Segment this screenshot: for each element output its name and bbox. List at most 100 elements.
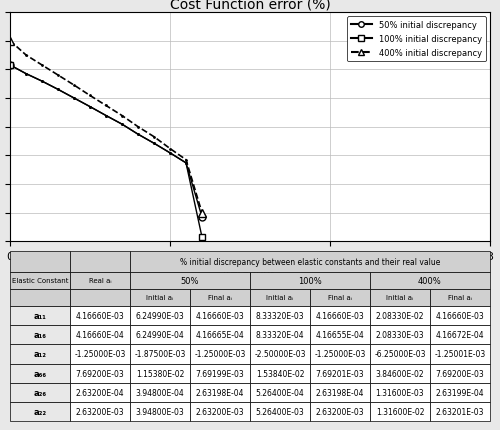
Text: 3.94800E-04: 3.94800E-04 bbox=[136, 388, 184, 397]
FancyBboxPatch shape bbox=[10, 289, 70, 306]
Text: 5.26400E-04: 5.26400E-04 bbox=[256, 388, 304, 397]
FancyBboxPatch shape bbox=[310, 306, 370, 326]
Text: 1.15380E-02: 1.15380E-02 bbox=[136, 369, 184, 378]
Text: 7.69199E-03: 7.69199E-03 bbox=[196, 369, 244, 378]
Text: -1.25000E-03: -1.25000E-03 bbox=[74, 350, 126, 359]
Text: -2.50000E-03: -2.50000E-03 bbox=[254, 350, 306, 359]
Text: 3.94800E-03: 3.94800E-03 bbox=[136, 407, 184, 416]
FancyBboxPatch shape bbox=[10, 306, 70, 326]
X-axis label: iterations: iterations bbox=[224, 267, 276, 277]
FancyBboxPatch shape bbox=[250, 402, 310, 421]
Text: 100%: 100% bbox=[298, 276, 322, 285]
Text: Elastic Constant: Elastic Constant bbox=[12, 278, 68, 284]
Text: -1.25001E-03: -1.25001E-03 bbox=[434, 350, 486, 359]
FancyBboxPatch shape bbox=[250, 306, 310, 326]
FancyBboxPatch shape bbox=[70, 289, 130, 306]
FancyBboxPatch shape bbox=[130, 252, 490, 272]
FancyBboxPatch shape bbox=[250, 364, 310, 383]
FancyBboxPatch shape bbox=[70, 364, 130, 383]
FancyBboxPatch shape bbox=[190, 289, 250, 306]
FancyBboxPatch shape bbox=[370, 306, 430, 326]
Text: % initial discrepancy between elastic constants and their real value: % initial discrepancy between elastic co… bbox=[180, 258, 440, 267]
Text: 8.33320E-03: 8.33320E-03 bbox=[256, 311, 304, 320]
Text: 4.16665E-04: 4.16665E-04 bbox=[196, 330, 244, 339]
FancyBboxPatch shape bbox=[70, 402, 130, 421]
Text: a₁₆: a₁₆ bbox=[34, 330, 46, 339]
FancyBboxPatch shape bbox=[70, 344, 130, 364]
Text: -1.87500E-03: -1.87500E-03 bbox=[134, 350, 186, 359]
FancyBboxPatch shape bbox=[310, 402, 370, 421]
Text: a₂₂: a₂₂ bbox=[34, 407, 46, 416]
FancyBboxPatch shape bbox=[370, 344, 430, 364]
FancyBboxPatch shape bbox=[430, 383, 490, 402]
FancyBboxPatch shape bbox=[130, 306, 190, 326]
FancyBboxPatch shape bbox=[430, 364, 490, 383]
FancyBboxPatch shape bbox=[430, 306, 490, 326]
FancyBboxPatch shape bbox=[430, 344, 490, 364]
Text: 8.33320E-04: 8.33320E-04 bbox=[256, 330, 304, 339]
Text: a₁₂: a₁₂ bbox=[34, 350, 46, 359]
Text: a₂₆: a₂₆ bbox=[34, 388, 46, 397]
Text: 3.84600E-02: 3.84600E-02 bbox=[376, 369, 424, 378]
FancyBboxPatch shape bbox=[370, 326, 430, 344]
Text: 4.16660E-04: 4.16660E-04 bbox=[76, 330, 124, 339]
Text: 2.63200E-04: 2.63200E-04 bbox=[76, 388, 124, 397]
Text: 50%: 50% bbox=[181, 276, 199, 285]
FancyBboxPatch shape bbox=[310, 364, 370, 383]
FancyBboxPatch shape bbox=[250, 289, 310, 306]
Text: 4.16660E-03: 4.16660E-03 bbox=[196, 311, 244, 320]
FancyBboxPatch shape bbox=[70, 252, 130, 272]
FancyBboxPatch shape bbox=[70, 383, 130, 402]
Text: -6.25000E-03: -6.25000E-03 bbox=[374, 350, 426, 359]
Text: 7.69200E-03: 7.69200E-03 bbox=[76, 369, 124, 378]
Legend: 50% initial discrepancy, 100% initial discrepancy, 400% initial discrepancy: 50% initial discrepancy, 100% initial di… bbox=[347, 17, 486, 62]
FancyBboxPatch shape bbox=[430, 402, 490, 421]
FancyBboxPatch shape bbox=[250, 344, 310, 364]
FancyBboxPatch shape bbox=[130, 364, 190, 383]
FancyBboxPatch shape bbox=[430, 289, 490, 306]
Text: Initial aᵢ: Initial aᵢ bbox=[146, 295, 174, 301]
FancyBboxPatch shape bbox=[190, 402, 250, 421]
Text: 2.63201E-03: 2.63201E-03 bbox=[436, 407, 484, 416]
FancyBboxPatch shape bbox=[370, 289, 430, 306]
FancyBboxPatch shape bbox=[130, 289, 190, 306]
FancyBboxPatch shape bbox=[130, 326, 190, 344]
Text: -1.25000E-03: -1.25000E-03 bbox=[194, 350, 246, 359]
FancyBboxPatch shape bbox=[310, 289, 370, 306]
Text: 7.69200E-03: 7.69200E-03 bbox=[436, 369, 484, 378]
FancyBboxPatch shape bbox=[370, 364, 430, 383]
FancyBboxPatch shape bbox=[190, 364, 250, 383]
Text: 1.31600E-02: 1.31600E-02 bbox=[376, 407, 424, 416]
FancyBboxPatch shape bbox=[10, 364, 70, 383]
Text: 7.69201E-03: 7.69201E-03 bbox=[316, 369, 364, 378]
Text: 2.63200E-03: 2.63200E-03 bbox=[76, 407, 124, 416]
FancyBboxPatch shape bbox=[250, 272, 370, 289]
FancyBboxPatch shape bbox=[10, 252, 70, 272]
Text: Final aᵢ: Final aᵢ bbox=[208, 295, 232, 301]
Text: 5.26400E-03: 5.26400E-03 bbox=[256, 407, 304, 416]
FancyBboxPatch shape bbox=[130, 402, 190, 421]
Text: a₆₆: a₆₆ bbox=[34, 369, 46, 378]
Text: a₁₁: a₁₁ bbox=[34, 311, 46, 320]
FancyBboxPatch shape bbox=[250, 383, 310, 402]
FancyBboxPatch shape bbox=[310, 326, 370, 344]
FancyBboxPatch shape bbox=[190, 326, 250, 344]
Text: Real aᵢ: Real aᵢ bbox=[88, 278, 112, 284]
Text: 2.63198E-04: 2.63198E-04 bbox=[196, 388, 244, 397]
FancyBboxPatch shape bbox=[70, 326, 130, 344]
FancyBboxPatch shape bbox=[10, 326, 70, 344]
Text: 4.16672E-04: 4.16672E-04 bbox=[436, 330, 484, 339]
FancyBboxPatch shape bbox=[130, 272, 250, 289]
FancyBboxPatch shape bbox=[130, 383, 190, 402]
FancyBboxPatch shape bbox=[10, 344, 70, 364]
FancyBboxPatch shape bbox=[10, 272, 70, 289]
Text: Final aᵢ: Final aᵢ bbox=[448, 295, 472, 301]
FancyBboxPatch shape bbox=[190, 344, 250, 364]
Text: 2.08330E-02: 2.08330E-02 bbox=[376, 311, 424, 320]
Text: 4.16660E-03: 4.16660E-03 bbox=[436, 311, 484, 320]
Title: Cost Function error (%): Cost Function error (%) bbox=[170, 0, 330, 12]
Text: Initial aᵢ: Initial aᵢ bbox=[386, 295, 413, 301]
Text: Initial aᵢ: Initial aᵢ bbox=[266, 295, 293, 301]
FancyBboxPatch shape bbox=[190, 306, 250, 326]
Text: 4.16660E-03: 4.16660E-03 bbox=[76, 311, 124, 320]
